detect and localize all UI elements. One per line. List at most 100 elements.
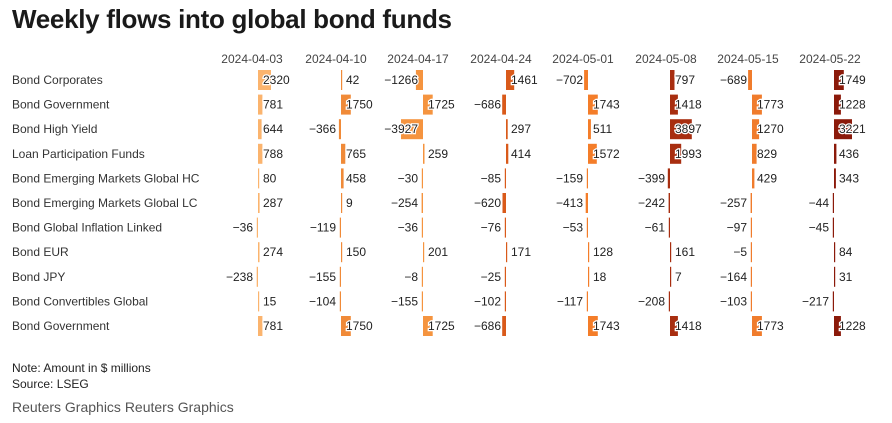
value-label: 171 <box>511 245 531 259</box>
value-label: −61 <box>645 221 666 235</box>
flow-bar <box>752 143 757 164</box>
flow-bar <box>258 143 263 164</box>
value-label: −8 <box>404 270 418 284</box>
value-label: −53 <box>563 221 584 235</box>
value-label: −76 <box>481 221 502 235</box>
value-label: 765 <box>346 147 366 161</box>
flow-bar <box>258 291 260 312</box>
flow-bar <box>258 119 262 140</box>
flow-bar <box>832 193 834 213</box>
value-label: −155 <box>391 294 418 308</box>
flow-bar <box>588 266 590 287</box>
flow-bar <box>668 193 670 213</box>
flow-bar <box>258 168 260 189</box>
flow-bar <box>423 143 425 164</box>
value-label: −686 <box>474 98 501 112</box>
row-label: Bond Government <box>12 98 110 112</box>
value-label: 1418 <box>675 98 702 112</box>
value-label: −164 <box>720 270 747 284</box>
flow-bar <box>668 217 670 238</box>
value-label: 458 <box>346 171 366 185</box>
value-label: 414 <box>511 147 531 161</box>
flow-bar <box>338 119 341 140</box>
flow-bar <box>750 291 752 312</box>
flow-bar <box>586 291 588 312</box>
value-label: 3897 <box>675 122 702 136</box>
value-label: 829 <box>757 147 777 161</box>
flow-bar <box>834 316 841 336</box>
value-label: 1749 <box>839 73 866 87</box>
flow-bar <box>341 168 344 189</box>
flow-bar <box>670 316 678 336</box>
flow-bar <box>423 316 433 336</box>
flow-bar <box>504 291 506 312</box>
row-label: Loan Participation Funds <box>12 147 145 161</box>
row-label: Bond Corporates <box>12 73 103 87</box>
flow-bar <box>670 94 678 115</box>
value-label: −242 <box>638 196 665 210</box>
row-label: Bond Government <box>12 319 110 333</box>
flow-bar <box>258 70 271 90</box>
value-label: 511 <box>593 122 612 136</box>
flow-bar <box>401 119 423 140</box>
flow-bar <box>258 94 263 115</box>
flow-bar <box>586 168 588 189</box>
flow-bar <box>258 242 260 263</box>
flow-bar <box>423 94 433 115</box>
value-label: −104 <box>309 294 336 308</box>
row-label: Bond Emerging Markets Global LC <box>12 196 198 210</box>
row-label: Bond JPY <box>12 270 65 284</box>
value-label: 781 <box>263 319 283 333</box>
value-label: 1461 <box>511 73 538 87</box>
flow-bar <box>668 291 670 312</box>
chart-title: Weekly flows into global bond funds <box>12 4 452 34</box>
value-label: 274 <box>263 245 283 259</box>
flow-bar <box>256 217 258 238</box>
value-label: 1418 <box>675 319 702 333</box>
value-label: −689 <box>720 73 747 87</box>
flow-bar <box>752 168 755 189</box>
flow-bar <box>670 143 682 164</box>
value-label: 1743 <box>593 319 620 333</box>
value-label: 436 <box>839 147 859 161</box>
flow-bar <box>502 316 506 336</box>
flow-bar <box>585 193 588 213</box>
flow-bar <box>832 291 834 312</box>
row-label: Bond EUR <box>12 245 69 259</box>
value-label: −85 <box>481 171 502 185</box>
flow-bar <box>752 316 762 336</box>
value-label: 84 <box>839 245 853 259</box>
value-label: −217 <box>802 294 829 308</box>
flow-bar <box>506 143 509 164</box>
value-label: −5 <box>733 245 747 259</box>
value-label: 781 <box>263 98 283 112</box>
flow-bar <box>750 193 752 213</box>
flow-bar <box>752 94 762 115</box>
value-label: −208 <box>638 294 665 308</box>
flow-bar <box>421 291 423 312</box>
value-label: −102 <box>474 294 501 308</box>
value-label: −366 <box>309 122 336 136</box>
value-label: 1743 <box>593 98 620 112</box>
value-label: 1572 <box>593 147 620 161</box>
value-label: 18 <box>593 270 607 284</box>
flow-bar <box>339 217 341 238</box>
flow-bar <box>421 217 423 238</box>
value-label: −30 <box>398 171 419 185</box>
column-header: 2024-05-22 <box>799 52 861 66</box>
value-label: −45 <box>809 221 830 235</box>
flow-bar <box>670 119 692 140</box>
flow-bar <box>341 94 351 115</box>
value-label: 128 <box>593 245 613 259</box>
value-label: 80 <box>263 171 277 185</box>
flow-bar <box>586 217 588 238</box>
value-label: 15 <box>263 294 277 308</box>
flow-bar <box>834 143 837 164</box>
source-text: Source: LSEG <box>12 377 89 391</box>
value-label: −702 <box>556 73 583 87</box>
row-label: Bond High Yield <box>12 122 97 136</box>
value-label: 3221 <box>839 122 866 136</box>
column-header: 2024-04-24 <box>470 52 532 66</box>
flow-bar <box>750 242 752 263</box>
value-label: −3927 <box>384 122 418 136</box>
